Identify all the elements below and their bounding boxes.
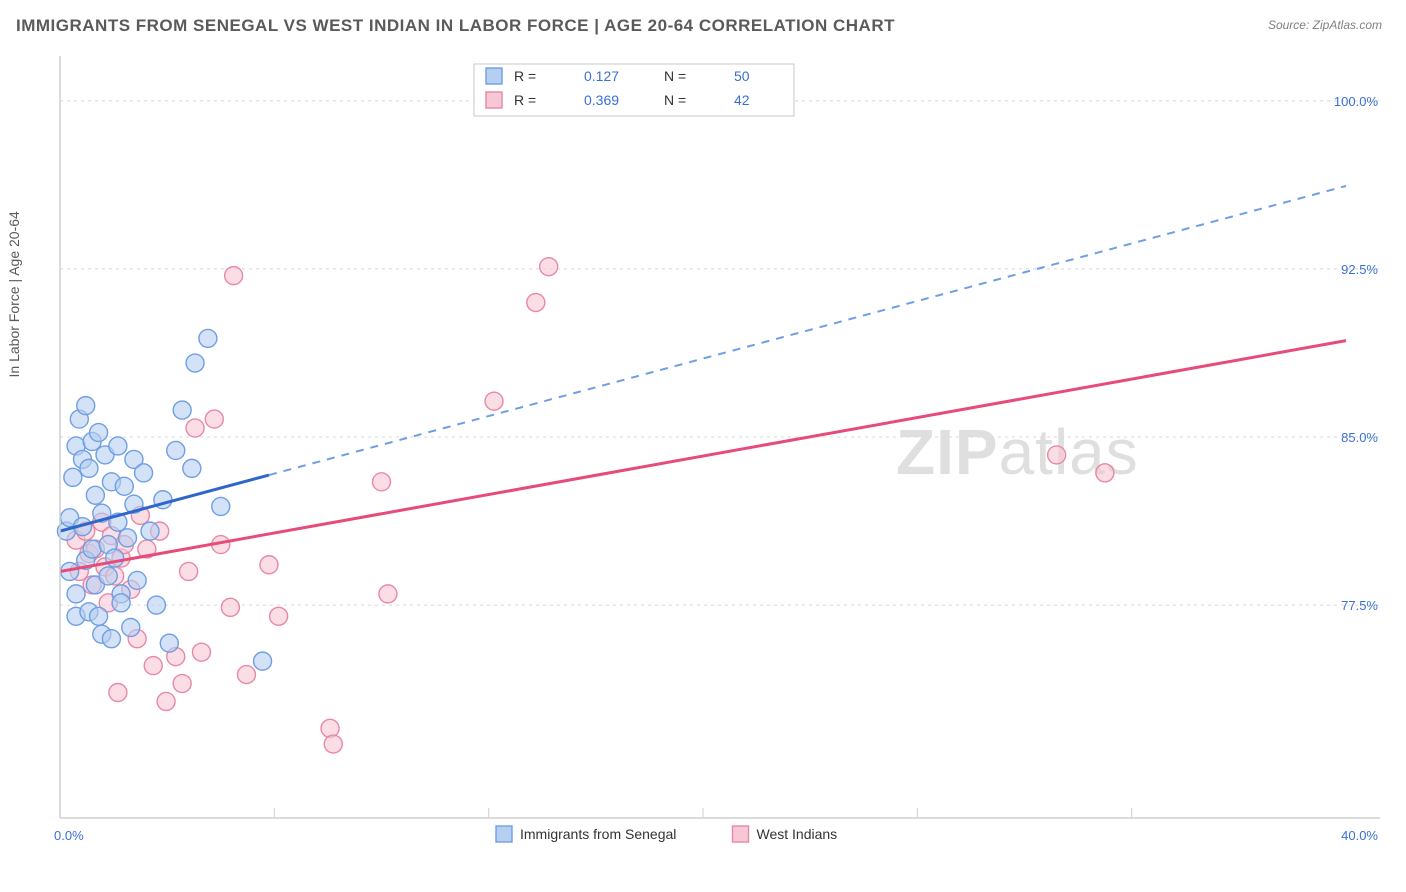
scatter-point-pink [260, 556, 278, 574]
scatter-point-pink [540, 258, 558, 276]
scatter-point-pink [527, 294, 545, 312]
scatter-point-blue [212, 497, 230, 515]
scatter-point-blue [64, 468, 82, 486]
scatter-point-blue [128, 571, 146, 589]
x-tick-label: 40.0% [1341, 828, 1378, 843]
scatter-point-blue [115, 477, 133, 495]
scatter-point-pink [173, 675, 191, 693]
scatter-point-blue [90, 424, 108, 442]
legend-swatch-pink [486, 92, 502, 108]
legend-n-label: N = [664, 68, 686, 84]
scatter-point-pink [225, 267, 243, 285]
scatter-point-pink [157, 692, 175, 710]
scatter-point-pink [109, 683, 127, 701]
scatter-point-blue [183, 459, 201, 477]
scatter-point-pink [192, 643, 210, 661]
scatter-point-pink [270, 607, 288, 625]
trendline-pink [60, 341, 1346, 572]
scatter-point-pink [324, 735, 342, 753]
scatter-point-blue [109, 437, 127, 455]
legend-r-label: R = [514, 68, 536, 84]
chart-title: IMMIGRANTS FROM SENEGAL VS WEST INDIAN I… [16, 16, 1390, 36]
y-tick-label: 77.5% [1341, 598, 1378, 613]
scatter-point-blue [67, 585, 85, 603]
legend-n-label: N = [664, 92, 686, 108]
scatter-point-pink [205, 410, 223, 428]
source-label: Source: ZipAtlas.com [1268, 18, 1382, 32]
scatter-point-pink [485, 392, 503, 410]
scatter-point-blue [186, 354, 204, 372]
scatter-point-blue [147, 596, 165, 614]
bottom-legend-label: Immigrants from Senegal [520, 826, 676, 842]
y-axis-label: In Labor Force | Age 20-64 [6, 211, 22, 377]
scatter-point-blue [141, 522, 159, 540]
chart-area: In Labor Force | Age 20-64 ZIPatlas77.5%… [16, 44, 1390, 844]
scatter-point-blue [112, 594, 130, 612]
x-tick-label: 0.0% [54, 828, 84, 843]
scatter-point-pink [237, 666, 255, 684]
legend-r-label: R = [514, 92, 536, 108]
scatter-point-blue [167, 441, 185, 459]
scatter-point-blue [173, 401, 191, 419]
scatter-point-pink [1096, 464, 1114, 482]
trendline-blue-dashed [269, 186, 1346, 475]
scatter-point-pink [186, 419, 204, 437]
scatter-point-blue [99, 567, 117, 585]
scatter-point-blue [86, 486, 104, 504]
scatter-point-blue [77, 397, 95, 415]
legend-r-value: 0.369 [584, 92, 619, 108]
legend-n-value: 50 [734, 68, 750, 84]
bottom-legend-label: West Indians [757, 826, 838, 842]
scatter-point-pink [321, 719, 339, 737]
scatter-point-blue [119, 529, 137, 547]
scatter-point-blue [106, 549, 124, 567]
scatter-point-pink [221, 598, 239, 616]
bottom-legend-swatch-blue [496, 826, 512, 842]
scatter-point-blue [122, 619, 140, 637]
scatter-point-pink [180, 562, 198, 580]
scatter-point-pink [144, 657, 162, 675]
bottom-legend-swatch-pink [733, 826, 749, 842]
y-tick-label: 92.5% [1341, 262, 1378, 277]
scatter-point-blue [199, 329, 217, 347]
scatter-point-blue [254, 652, 272, 670]
scatter-point-pink [1048, 446, 1066, 464]
scatter-point-blue [90, 607, 108, 625]
legend-swatch-blue [486, 68, 502, 84]
y-tick-label: 100.0% [1334, 94, 1379, 109]
scatter-point-pink [379, 585, 397, 603]
y-tick-label: 85.0% [1341, 430, 1378, 445]
scatter-point-blue [160, 634, 178, 652]
scatter-point-pink [373, 473, 391, 491]
scatter-point-blue [135, 464, 153, 482]
scatter-point-blue [102, 630, 120, 648]
scatter-point-blue [80, 459, 98, 477]
legend-n-value: 42 [734, 92, 750, 108]
legend-r-value: 0.127 [584, 68, 619, 84]
scatter-point-blue [83, 540, 101, 558]
